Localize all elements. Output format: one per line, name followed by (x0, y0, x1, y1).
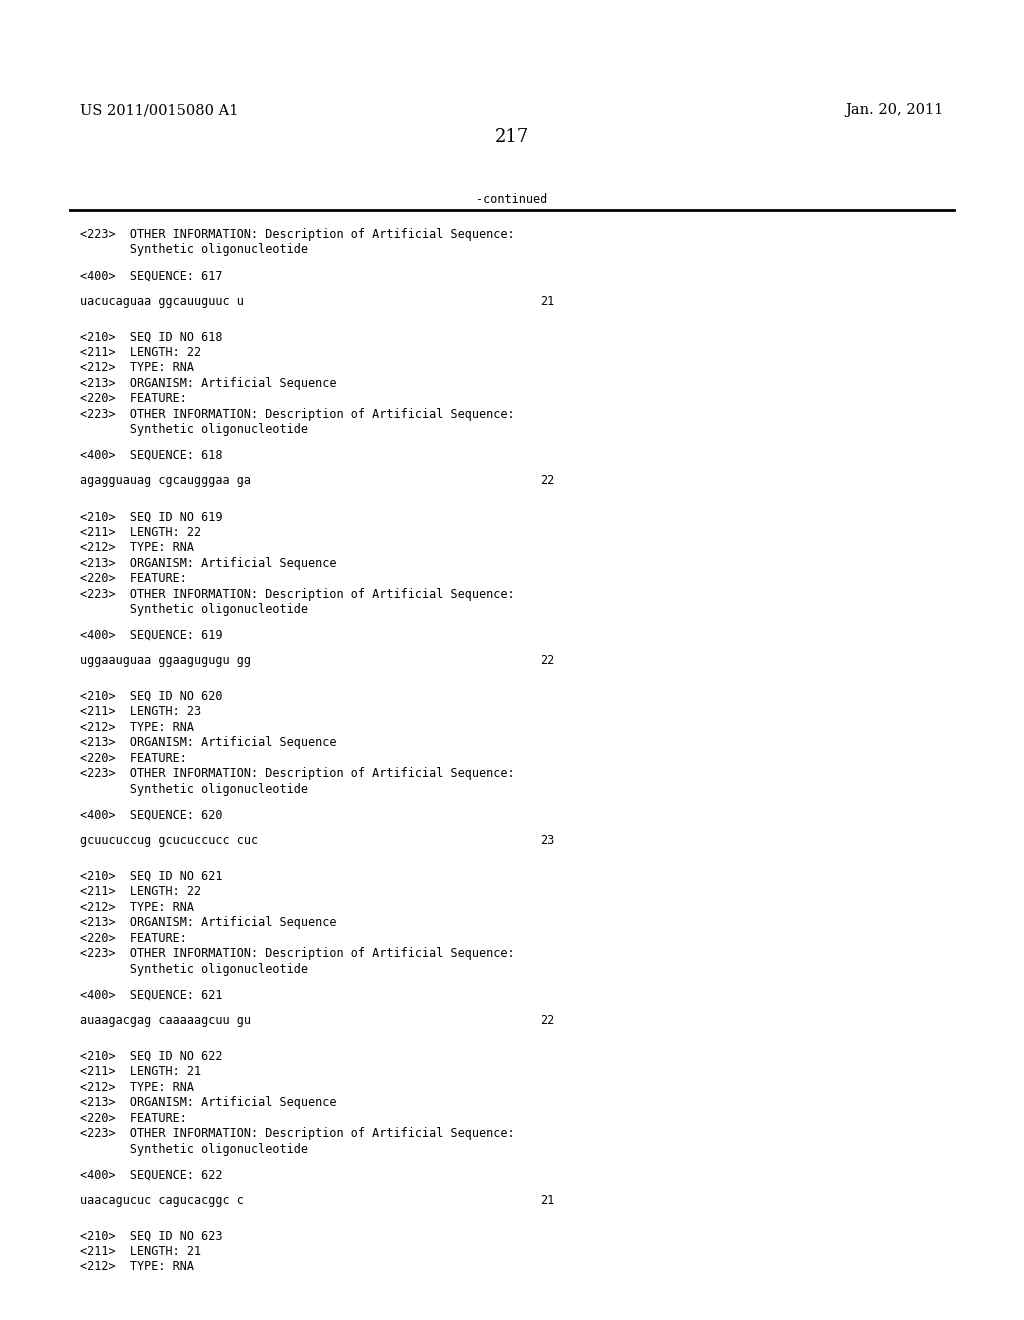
Text: <220>  FEATURE:: <220> FEATURE: (80, 572, 186, 585)
Text: <400>  SEQUENCE: 622: <400> SEQUENCE: 622 (80, 1168, 222, 1181)
Text: <400>  SEQUENCE: 617: <400> SEQUENCE: 617 (80, 269, 222, 282)
Text: <210>  SEQ ID NO 623: <210> SEQ ID NO 623 (80, 1229, 222, 1242)
Text: <212>  TYPE: RNA: <212> TYPE: RNA (80, 362, 194, 375)
Text: uaacagucuc cagucacggc c: uaacagucuc cagucacggc c (80, 1193, 244, 1206)
Text: Synthetic oligonucleotide: Synthetic oligonucleotide (80, 243, 308, 256)
Text: <213>  ORGANISM: Artificial Sequence: <213> ORGANISM: Artificial Sequence (80, 737, 337, 750)
Text: <400>  SEQUENCE: 618: <400> SEQUENCE: 618 (80, 449, 222, 462)
Text: Synthetic oligonucleotide: Synthetic oligonucleotide (80, 424, 308, 437)
Text: Synthetic oligonucleotide: Synthetic oligonucleotide (80, 783, 308, 796)
Text: Synthetic oligonucleotide: Synthetic oligonucleotide (80, 603, 308, 616)
Text: 21: 21 (540, 1193, 554, 1206)
Text: 21: 21 (540, 294, 554, 308)
Text: <220>  FEATURE:: <220> FEATURE: (80, 752, 186, 764)
Text: <220>  FEATURE:: <220> FEATURE: (80, 392, 186, 405)
Text: <400>  SEQUENCE: 620: <400> SEQUENCE: 620 (80, 808, 222, 821)
Text: <223>  OTHER INFORMATION: Description of Artificial Sequence:: <223> OTHER INFORMATION: Description of … (80, 408, 515, 421)
Text: 22: 22 (540, 1014, 554, 1027)
Text: <212>  TYPE: RNA: <212> TYPE: RNA (80, 721, 194, 734)
Text: agagguauag cgcaugggaa ga: agagguauag cgcaugggaa ga (80, 474, 251, 487)
Text: <400>  SEQUENCE: 621: <400> SEQUENCE: 621 (80, 989, 222, 1002)
Text: <212>  TYPE: RNA: <212> TYPE: RNA (80, 900, 194, 913)
Text: <210>  SEQ ID NO 621: <210> SEQ ID NO 621 (80, 870, 222, 883)
Text: US 2011/0015080 A1: US 2011/0015080 A1 (80, 103, 239, 117)
Text: uggaauguaa ggaagugugu gg: uggaauguaa ggaagugugu gg (80, 655, 251, 667)
Text: -continued: -continued (476, 193, 548, 206)
Text: <213>  ORGANISM: Artificial Sequence: <213> ORGANISM: Artificial Sequence (80, 376, 337, 389)
Text: <211>  LENGTH: 21: <211> LENGTH: 21 (80, 1065, 201, 1078)
Text: <213>  ORGANISM: Artificial Sequence: <213> ORGANISM: Artificial Sequence (80, 557, 337, 570)
Text: auaagacgag caaaaagcuu gu: auaagacgag caaaaagcuu gu (80, 1014, 251, 1027)
Text: <211>  LENGTH: 22: <211> LENGTH: 22 (80, 525, 201, 539)
Text: Synthetic oligonucleotide: Synthetic oligonucleotide (80, 962, 308, 975)
Text: <213>  ORGANISM: Artificial Sequence: <213> ORGANISM: Artificial Sequence (80, 1096, 337, 1109)
Text: <220>  FEATURE:: <220> FEATURE: (80, 932, 186, 945)
Text: uacucaguaa ggcauuguuc u: uacucaguaa ggcauuguuc u (80, 294, 244, 308)
Text: <211>  LENGTH: 21: <211> LENGTH: 21 (80, 1245, 201, 1258)
Text: <210>  SEQ ID NO 620: <210> SEQ ID NO 620 (80, 690, 222, 704)
Text: <210>  SEQ ID NO 618: <210> SEQ ID NO 618 (80, 330, 222, 343)
Text: <400>  SEQUENCE: 619: <400> SEQUENCE: 619 (80, 628, 222, 642)
Text: <223>  OTHER INFORMATION: Description of Artificial Sequence:: <223> OTHER INFORMATION: Description of … (80, 587, 515, 601)
Text: <212>  TYPE: RNA: <212> TYPE: RNA (80, 1261, 194, 1274)
Text: <211>  LENGTH: 22: <211> LENGTH: 22 (80, 346, 201, 359)
Text: <211>  LENGTH: 22: <211> LENGTH: 22 (80, 886, 201, 898)
Text: Jan. 20, 2011: Jan. 20, 2011 (846, 103, 944, 117)
Text: gcuucuccug gcucuccucc cuc: gcuucuccug gcucuccucc cuc (80, 834, 258, 847)
Text: <223>  OTHER INFORMATION: Description of Artificial Sequence:: <223> OTHER INFORMATION: Description of … (80, 948, 515, 960)
Text: 23: 23 (540, 834, 554, 847)
Text: Synthetic oligonucleotide: Synthetic oligonucleotide (80, 1143, 308, 1155)
Text: <211>  LENGTH: 23: <211> LENGTH: 23 (80, 705, 201, 718)
Text: <223>  OTHER INFORMATION: Description of Artificial Sequence:: <223> OTHER INFORMATION: Description of … (80, 1127, 515, 1140)
Text: <223>  OTHER INFORMATION: Description of Artificial Sequence:: <223> OTHER INFORMATION: Description of … (80, 767, 515, 780)
Text: <223>  OTHER INFORMATION: Description of Artificial Sequence:: <223> OTHER INFORMATION: Description of … (80, 228, 515, 242)
Text: <212>  TYPE: RNA: <212> TYPE: RNA (80, 541, 194, 554)
Text: <213>  ORGANISM: Artificial Sequence: <213> ORGANISM: Artificial Sequence (80, 916, 337, 929)
Text: 22: 22 (540, 655, 554, 667)
Text: 22: 22 (540, 474, 554, 487)
Text: 217: 217 (495, 128, 529, 147)
Text: <220>  FEATURE:: <220> FEATURE: (80, 1111, 186, 1125)
Text: <210>  SEQ ID NO 622: <210> SEQ ID NO 622 (80, 1049, 222, 1063)
Text: <210>  SEQ ID NO 619: <210> SEQ ID NO 619 (80, 510, 222, 523)
Text: <212>  TYPE: RNA: <212> TYPE: RNA (80, 1081, 194, 1093)
